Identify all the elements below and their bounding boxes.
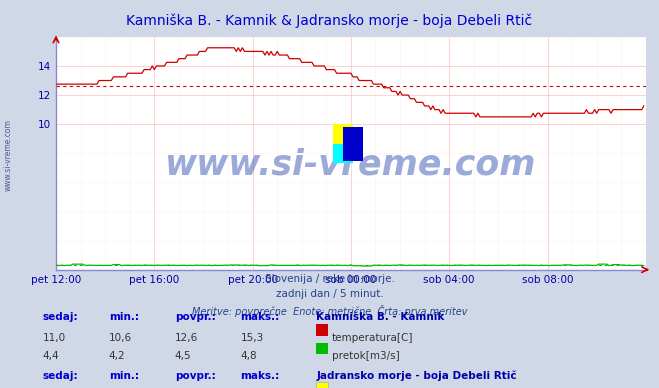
Text: 4,2: 4,2 — [109, 351, 125, 361]
Text: sedaj:: sedaj: — [43, 371, 78, 381]
Text: www.si-vreme.com: www.si-vreme.com — [3, 119, 13, 191]
Text: min.:: min.: — [109, 371, 139, 381]
Text: 4,4: 4,4 — [43, 351, 59, 361]
Text: zadnji dan / 5 minut.: zadnji dan / 5 minut. — [275, 289, 384, 299]
Text: Jadransko morje - boja Debeli Rtič: Jadransko morje - boja Debeli Rtič — [316, 371, 517, 381]
Text: 4,8: 4,8 — [241, 351, 257, 361]
Text: 4,5: 4,5 — [175, 351, 191, 361]
Text: sedaj:: sedaj: — [43, 312, 78, 322]
Text: Meritve: povprečne  Enote: metrične  Črta: prva meritev: Meritve: povprečne Enote: metrične Črta:… — [192, 305, 467, 317]
Text: Kamniška B. - Kamnik & Jadransko morje - boja Debeli Rtič: Kamniška B. - Kamnik & Jadransko morje -… — [127, 14, 532, 28]
Text: povpr.:: povpr.: — [175, 312, 215, 322]
Text: maks.:: maks.: — [241, 312, 280, 322]
Text: min.:: min.: — [109, 312, 139, 322]
Text: maks.:: maks.: — [241, 371, 280, 381]
Text: pretok[m3/s]: pretok[m3/s] — [332, 351, 400, 361]
Text: 10,6: 10,6 — [109, 333, 132, 343]
Text: 11,0: 11,0 — [43, 333, 66, 343]
Text: 15,3: 15,3 — [241, 333, 264, 343]
Text: www.si-vreme.com: www.si-vreme.com — [165, 148, 536, 182]
Text: povpr.:: povpr.: — [175, 371, 215, 381]
Text: temperatura[C]: temperatura[C] — [332, 333, 414, 343]
Text: 12,6: 12,6 — [175, 333, 198, 343]
Text: Kamniška B. - Kamnik: Kamniška B. - Kamnik — [316, 312, 445, 322]
Text: Slovenija / reke in morje.: Slovenija / reke in morje. — [264, 274, 395, 284]
